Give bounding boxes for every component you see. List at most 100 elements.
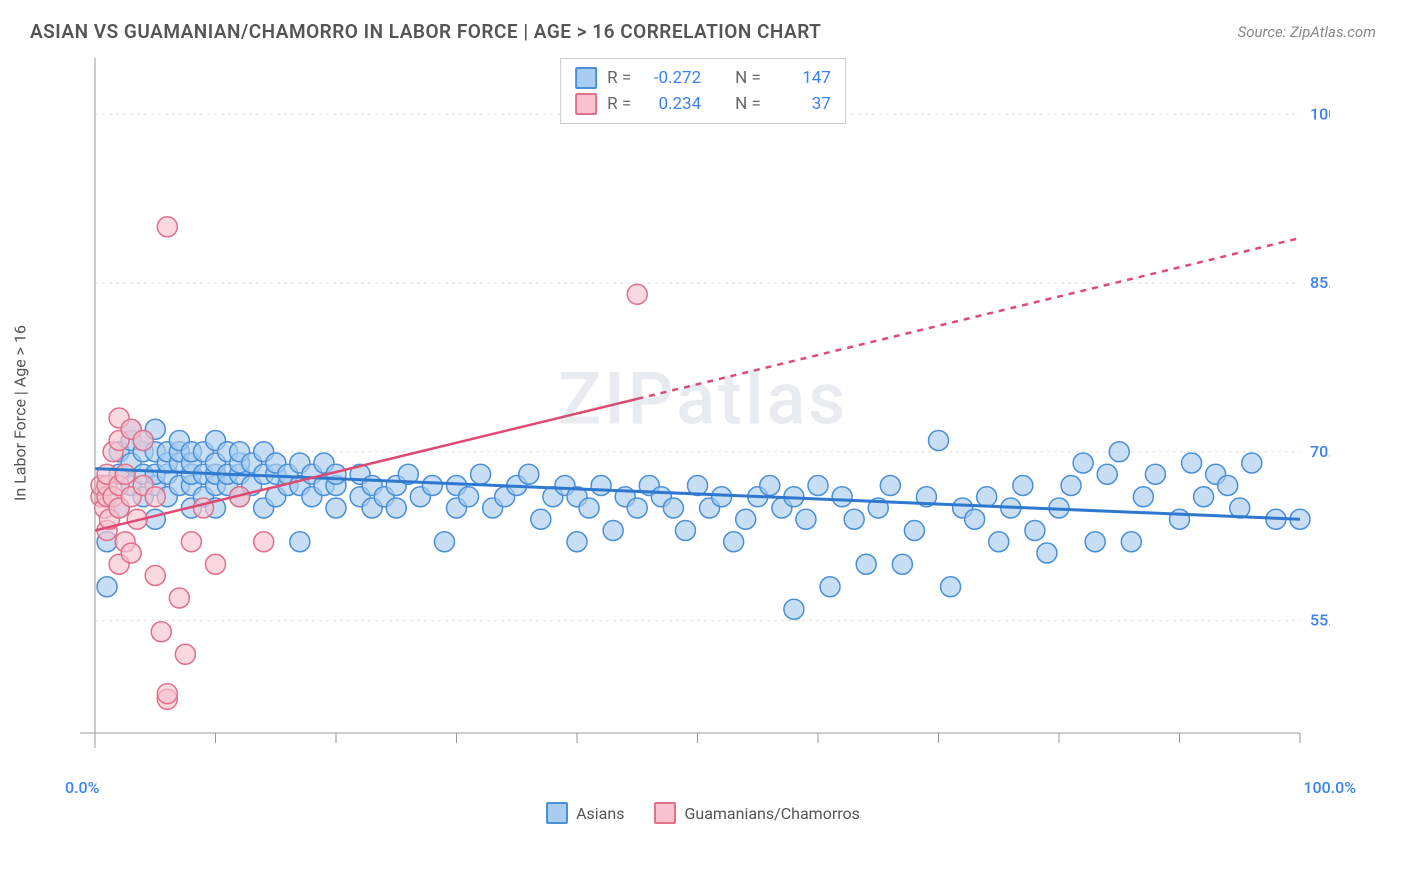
data-point: [145, 509, 165, 529]
data-point: [97, 577, 117, 597]
legend-label: Guamanians/Chamorros: [684, 804, 859, 823]
stat-n-value: 147: [771, 68, 831, 88]
data-point: [724, 532, 744, 552]
data-point: [145, 566, 165, 586]
data-point: [1013, 476, 1033, 496]
data-point: [386, 498, 406, 518]
trend-line-dashed: [637, 238, 1300, 399]
svg-text:85.0%: 85.0%: [1310, 273, 1330, 292]
data-point: [326, 498, 346, 518]
data-point: [784, 599, 804, 619]
stat-r-label: R =: [607, 68, 631, 88]
data-point: [1073, 453, 1093, 473]
data-point: [808, 476, 828, 496]
data-point: [736, 509, 756, 529]
svg-text:55.0%: 55.0%: [1310, 611, 1330, 630]
data-point: [1218, 476, 1238, 496]
data-point: [627, 284, 647, 304]
data-point: [1025, 521, 1045, 541]
stat-r-value: 0.234: [641, 94, 701, 114]
legend-item: Asians: [546, 802, 624, 824]
data-point: [115, 464, 135, 484]
data-point: [904, 521, 924, 541]
x-min-label: 0.0%: [65, 778, 99, 797]
data-point: [1097, 464, 1117, 484]
x-axis-labels: 0.0% 100.0%: [65, 778, 1356, 797]
data-point: [1145, 464, 1165, 484]
stat-r-value: -0.272: [641, 68, 701, 88]
data-point: [1182, 453, 1202, 473]
stats-row: R = -0.272 N = 147: [575, 65, 831, 91]
legend-swatch: [575, 67, 597, 89]
data-point: [675, 521, 695, 541]
data-point: [929, 431, 949, 451]
data-point: [1061, 476, 1081, 496]
data-point: [459, 487, 479, 507]
data-point: [175, 644, 195, 664]
data-point: [531, 509, 551, 529]
data-point: [989, 532, 1009, 552]
data-point: [422, 476, 442, 496]
legend-swatch: [546, 802, 568, 824]
legend-item: Guamanians/Chamorros: [654, 802, 859, 824]
data-point: [1121, 532, 1141, 552]
data-point: [169, 588, 189, 608]
data-point: [471, 464, 491, 484]
scatter-chart: 55.0% 70.0% 85.0% 100.0%: [30, 53, 1330, 773]
data-point: [1037, 543, 1057, 563]
legend-swatch: [575, 93, 597, 115]
data-point: [181, 532, 201, 552]
y-axis-label: In Labor Force | Age > 16: [11, 325, 30, 501]
data-point: [133, 431, 153, 451]
data-point: [832, 487, 852, 507]
stats-row: R = 0.234 N = 37: [575, 91, 831, 117]
data-point: [892, 554, 912, 574]
stat-n-label: N =: [735, 68, 761, 88]
data-point: [965, 509, 985, 529]
stat-n-label: N =: [735, 94, 761, 114]
data-point: [1109, 442, 1129, 462]
data-point: [1242, 453, 1262, 473]
data-point: [941, 577, 961, 597]
data-point: [627, 498, 647, 518]
data-point: [1133, 487, 1153, 507]
data-point: [290, 532, 310, 552]
stat-n-value: 37: [771, 94, 831, 114]
legend-swatch: [654, 802, 676, 824]
data-point: [157, 684, 177, 704]
data-point: [844, 509, 864, 529]
data-point: [254, 532, 274, 552]
data-point: [151, 622, 171, 642]
bottom-legend: Asians Guamanians/Chamorros: [0, 802, 1406, 824]
data-point: [567, 532, 587, 552]
stats-legend: R = -0.272 N = 147 R = 0.234 N = 37: [560, 58, 846, 124]
svg-text:70.0%: 70.0%: [1310, 442, 1330, 461]
data-point: [434, 532, 454, 552]
data-point: [193, 498, 213, 518]
data-point: [856, 554, 876, 574]
data-point: [880, 476, 900, 496]
data-point: [820, 577, 840, 597]
data-point: [519, 464, 539, 484]
data-point: [663, 498, 683, 518]
data-point: [796, 509, 816, 529]
data-point: [121, 543, 141, 563]
legend-label: Asians: [576, 804, 624, 823]
x-max-label: 100.0%: [1303, 778, 1356, 797]
data-point: [591, 476, 611, 496]
data-point: [579, 498, 599, 518]
data-point: [603, 521, 623, 541]
chart-container: In Labor Force | Age > 16 ZIPatlas 55.0%…: [30, 53, 1376, 773]
data-point: [1170, 509, 1190, 529]
data-point: [977, 487, 997, 507]
data-point: [712, 487, 732, 507]
source-label: Source: ZipAtlas.com: [1238, 23, 1376, 41]
data-point: [206, 554, 226, 574]
svg-text:100.0%: 100.0%: [1310, 104, 1330, 123]
data-point: [145, 487, 165, 507]
data-point: [157, 217, 177, 237]
data-point: [760, 476, 780, 496]
chart-title: ASIAN VS GUAMANIAN/CHAMORRO IN LABOR FOR…: [30, 20, 821, 43]
stat-r-label: R =: [607, 94, 631, 114]
data-point: [1085, 532, 1105, 552]
